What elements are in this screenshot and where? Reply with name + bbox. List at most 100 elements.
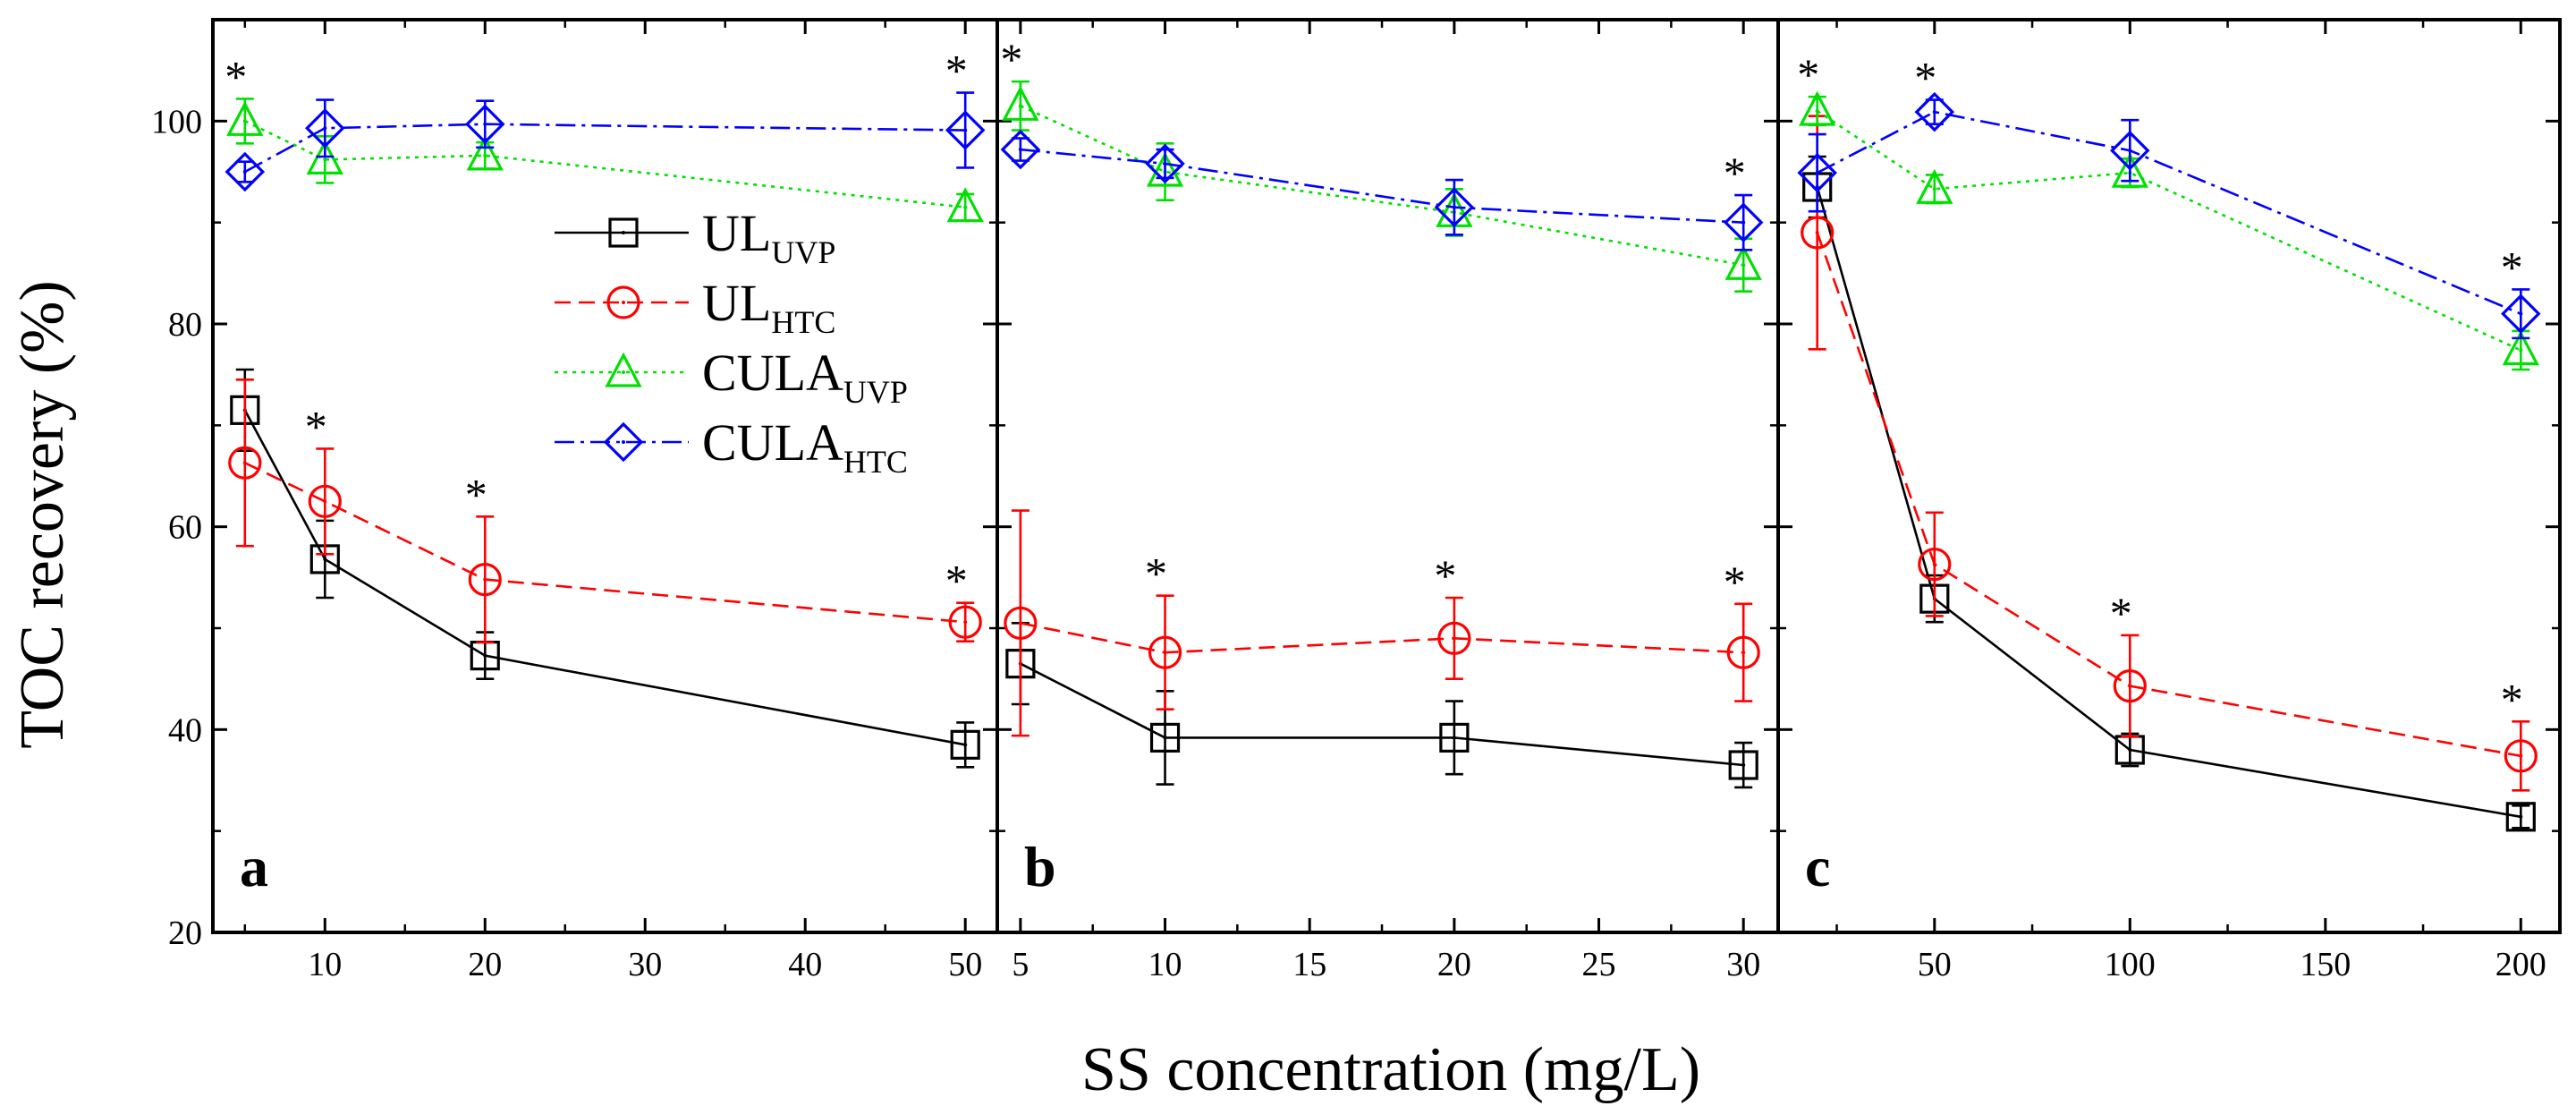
x-tick-label: 5 xyxy=(1012,946,1029,983)
significance-star: * xyxy=(1797,49,1819,99)
data-point-marker xyxy=(308,484,342,518)
data-point-marker-center xyxy=(1815,171,1819,175)
panel-c: 50 100 150 200*** **c xyxy=(1776,18,2562,983)
panel-a: 20 40 60 80 100 10 20 30 40 50 * * * * * a xyxy=(151,18,999,983)
legend-label-base: UL xyxy=(702,274,771,332)
data-point-marker xyxy=(1148,635,1182,669)
panel-label: c xyxy=(1805,835,1830,898)
series-cula-htc: * xyxy=(225,46,986,192)
series-line xyxy=(1020,662,1744,767)
data-point-marker xyxy=(1724,244,1762,280)
data-point-marker-center xyxy=(2519,311,2523,316)
data-point-marker xyxy=(1728,750,1758,780)
legend-entry-ul-uvp: ULUVP xyxy=(555,204,835,270)
data-point-marker-center xyxy=(1741,651,1746,655)
legend-label: ULHTC xyxy=(702,274,835,340)
data-point-marker-center xyxy=(1018,104,1022,108)
data-point-marker xyxy=(945,110,986,150)
series-line xyxy=(244,462,966,624)
data-point-marker-center xyxy=(1932,110,1936,115)
legend-marker xyxy=(608,217,639,248)
x-tick-label: 10 xyxy=(1148,946,1182,983)
data-point-marker-center xyxy=(1018,148,1022,152)
data-point-marker xyxy=(1723,202,1764,242)
data-point-marker xyxy=(1145,143,1185,184)
data-point-marker-center xyxy=(1452,736,1456,740)
data-point-marker-center xyxy=(323,499,327,504)
data-point-marker xyxy=(2113,668,2147,703)
data-point-marker xyxy=(1000,129,1041,170)
series-line xyxy=(1816,186,2521,819)
y-tick-label: 60 xyxy=(168,509,202,547)
data-point-marker xyxy=(468,562,502,597)
significance-star: * xyxy=(305,401,327,451)
data-point-marker-center xyxy=(2519,814,2523,819)
series-ul-htc: * * * xyxy=(228,379,982,644)
data-point-marker-center xyxy=(1815,231,1819,234)
data-point-marker-center xyxy=(1163,736,1167,740)
x-tick-label: 200 xyxy=(2496,946,2546,983)
legend-label-base: CULA xyxy=(702,344,843,402)
series-cula-uvp: * xyxy=(1000,34,1762,294)
data-point-marker xyxy=(228,446,262,480)
data-point-marker xyxy=(946,187,984,223)
y-tick-label: 80 xyxy=(168,306,202,344)
series-line xyxy=(1020,622,1744,654)
series-line xyxy=(1816,109,2521,352)
legend-entry-cula-uvp: CULAUVP xyxy=(555,344,908,410)
data-point-marker xyxy=(1726,635,1760,669)
data-point-marker xyxy=(1149,722,1181,753)
x-tick-label: 50 xyxy=(948,946,982,983)
legend-marker xyxy=(603,421,644,463)
y-axis-label: TOC recovery (%) xyxy=(8,280,77,749)
legend-label-sub: HTC xyxy=(771,304,835,340)
data-point-marker xyxy=(1434,187,1475,227)
data-point-marker xyxy=(465,104,505,144)
x-tick-label: 40 xyxy=(788,946,822,983)
y-tick-label: 100 xyxy=(151,103,202,140)
legend-label: CULAHTC xyxy=(702,413,908,480)
series-line xyxy=(1817,110,2521,315)
legend-marker-center xyxy=(622,231,625,234)
legend-entry-cula-htc: CULAHTC xyxy=(555,413,908,480)
data-point-marker xyxy=(305,108,345,149)
data-point-marker-center xyxy=(323,557,327,561)
x-tick-label: 30 xyxy=(628,946,662,983)
data-point-marker xyxy=(948,605,982,639)
legend-marker-center xyxy=(622,301,625,304)
panel-label: a xyxy=(240,835,268,898)
legend-entry-ul-htc: ULHTC xyxy=(555,274,835,340)
data-point-marker-center xyxy=(2519,348,2523,353)
series-line xyxy=(1816,232,2521,758)
legend-marker-center xyxy=(622,370,625,374)
x-tick-label: 100 xyxy=(2105,946,2156,983)
legend-label-base: CULA xyxy=(702,413,843,472)
panel-label: b xyxy=(1024,835,1056,898)
significance-star: * xyxy=(1724,557,1746,607)
significance-star: * xyxy=(225,51,247,101)
legend-label-base: UL xyxy=(702,204,771,262)
panel-frame xyxy=(1776,18,2562,934)
data-point-marker-center xyxy=(323,157,327,162)
panel-b: 5 10 15 20 25 30 * * * * * b xyxy=(996,18,1780,983)
data-point-marker-center xyxy=(963,743,968,747)
data-point-marker-center xyxy=(323,126,327,131)
data-point-marker-center xyxy=(1452,636,1456,641)
data-point-marker-center xyxy=(1741,263,1746,268)
data-point-marker-center xyxy=(242,119,247,123)
data-point-marker-center xyxy=(963,128,968,132)
data-point-marker-center xyxy=(483,653,487,658)
data-point-marker-center xyxy=(1741,220,1746,225)
series-cula-htc: * xyxy=(1000,129,1764,251)
series-ul-htc: ** xyxy=(1801,115,2538,792)
series-cula-uvp: * xyxy=(225,51,984,223)
significance-star: * xyxy=(1914,53,1936,103)
data-point-marker-center xyxy=(483,153,487,157)
series-ul-htc: * * * xyxy=(1004,509,1760,737)
data-point-marker-center xyxy=(1163,161,1167,166)
data-point-marker-center xyxy=(2128,149,2132,153)
data-point-marker-center xyxy=(1452,205,1456,209)
significance-star: * xyxy=(2501,242,2523,292)
